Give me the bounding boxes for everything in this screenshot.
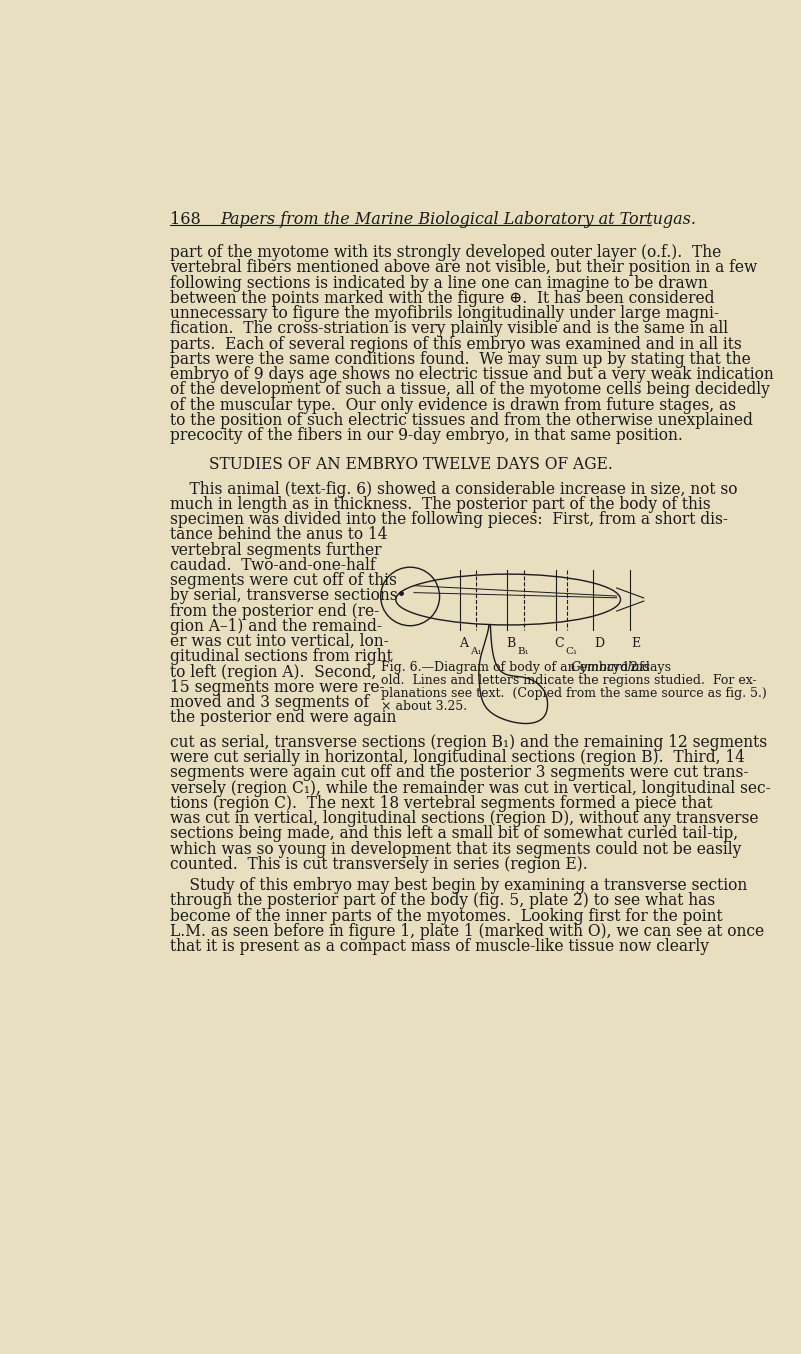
Text: old.  Lines and letters indicate the regions studied.  For ex-: old. Lines and letters indicate the regi…	[380, 674, 756, 686]
Text: versely (region C₁), while the remainder was cut in vertical, longitudinal sec-: versely (region C₁), while the remainder…	[170, 780, 771, 796]
Text: C₁: C₁	[565, 647, 577, 657]
Text: moved and 3 segments of: moved and 3 segments of	[170, 695, 369, 711]
Text: gitudinal sections from right: gitudinal sections from right	[170, 649, 392, 665]
Text: which was so young in development that its segments could not be easily: which was so young in development that i…	[170, 841, 741, 857]
Text: er was cut into vertical, lon-: er was cut into vertical, lon-	[170, 634, 388, 650]
Text: 15 segments more were re-: 15 segments more were re-	[170, 678, 384, 696]
Text: tance behind the anus to 14: tance behind the anus to 14	[170, 527, 388, 543]
Text: planations see text.  (Copied from the same source as fig. 5.): planations see text. (Copied from the sa…	[380, 686, 767, 700]
Text: that it is present as a compact mass of muscle-like tissue now clearly: that it is present as a compact mass of …	[170, 938, 709, 955]
Text: E: E	[631, 638, 641, 650]
Text: were cut serially in horizontal, longitudinal sections (region B).  Third, 14: were cut serially in horizontal, longitu…	[170, 749, 745, 766]
Text: to the position of such electric tissues and from the otherwise unexplained: to the position of such electric tissues…	[170, 412, 753, 429]
Text: caudad.  Two-and-one-half: caudad. Two-and-one-half	[170, 556, 376, 574]
Text: tions (region C).  The next 18 vertebral segments formed a piece that: tions (region C). The next 18 vertebral …	[170, 795, 713, 812]
Text: STUDIES OF AN EMBRYO TWELVE DAYS OF AGE.: STUDIES OF AN EMBRYO TWELVE DAYS OF AGE.	[208, 456, 613, 473]
Text: × about 3.25.: × about 3.25.	[380, 700, 467, 714]
Text: counted.  This is cut transversely in series (region E).: counted. This is cut transversely in ser…	[170, 856, 588, 873]
Text: part of the myotome with its strongly developed outer layer (o.f.).  The: part of the myotome with its strongly de…	[170, 244, 721, 261]
Text: embryo of 9 days age shows no electric tissue and but a very weak indication: embryo of 9 days age shows no electric t…	[170, 366, 774, 383]
Text: by serial, transverse sections: by serial, transverse sections	[170, 588, 397, 604]
Text: following sections is indicated by a line one can imagine to be drawn: following sections is indicated by a lin…	[170, 275, 707, 291]
Text: A: A	[460, 638, 469, 650]
Text: B₁: B₁	[517, 647, 529, 657]
Text: fication.  The cross-striation is very plainly visible and is the same in all: fication. The cross-striation is very pl…	[170, 321, 728, 337]
Text: Papers from the Marine Biological Laboratory at Tortugas.: Papers from the Marine Biological Labora…	[220, 211, 696, 227]
Text: of the development of such a tissue, all of the myotome cells being decidedly: of the development of such a tissue, all…	[170, 382, 770, 398]
Text: parts.  Each of several regions of this embryo was examined and in all its: parts. Each of several regions of this e…	[170, 336, 742, 352]
Text: Fig. 6.—Diagram of body of an embryo of: Fig. 6.—Diagram of body of an embryo of	[380, 661, 647, 674]
Text: cut as serial, transverse sections (region B₁) and the remaining 12 segments: cut as serial, transverse sections (regi…	[170, 734, 767, 751]
Text: the posterior end were again: the posterior end were again	[170, 709, 396, 726]
Text: D: D	[594, 638, 605, 650]
Text: C: C	[554, 638, 564, 650]
Text: 168: 168	[170, 211, 200, 227]
Text: vertebral segments further: vertebral segments further	[170, 542, 381, 559]
Text: was cut in vertical, longitudinal sections (region D), without any transverse: was cut in vertical, longitudinal sectio…	[170, 810, 759, 827]
Text: to left (region A).  Second,: to left (region A). Second,	[170, 663, 376, 681]
Text: L.M. as seen before in figure 1, plate 1 (marked with O), we can see at once: L.M. as seen before in figure 1, plate 1…	[170, 923, 764, 940]
Text: segments were cut off of this: segments were cut off of this	[170, 573, 396, 589]
Text: Gymnarchus: Gymnarchus	[570, 661, 650, 674]
Text: segments were again cut off and the posterior 3 segments were cut trans-: segments were again cut off and the post…	[170, 764, 748, 781]
Text: precocity of the fibers in our 9-day embryo, in that same position.: precocity of the fibers in our 9-day emb…	[170, 427, 682, 444]
Text: This animal (text-fig. 6) showed a considerable increase in size, not so: This animal (text-fig. 6) showed a consi…	[170, 481, 738, 498]
Text: Study of this embryo may best begin by examining a transverse section: Study of this embryo may best begin by e…	[170, 877, 747, 894]
Text: from the posterior end (re-: from the posterior end (re-	[170, 603, 379, 620]
Text: much in length as in thickness.  The posterior part of the body of this: much in length as in thickness. The post…	[170, 496, 710, 513]
Text: between the points marked with the figure ⊕.  It has been considered: between the points marked with the figur…	[170, 290, 714, 307]
Text: become of the inner parts of the myotomes.  Looking first for the point: become of the inner parts of the myotome…	[170, 907, 723, 925]
Text: sections being made, and this left a small bit of somewhat curled tail-tip,: sections being made, and this left a sma…	[170, 826, 738, 842]
Text: parts were the same conditions found.  We may sum up by stating that the: parts were the same conditions found. We…	[170, 351, 751, 368]
Text: unnecessary to figure the myofibrils longitudinally under large magni-: unnecessary to figure the myofibrils lon…	[170, 305, 718, 322]
Text: vertebral fibers mentioned above are not visible, but their position in a few: vertebral fibers mentioned above are not…	[170, 260, 757, 276]
Text: of the muscular type.  Our only evidence is drawn from future stages, as: of the muscular type. Our only evidence …	[170, 397, 736, 413]
Text: 12 days: 12 days	[618, 661, 670, 674]
Text: specimen was divided into the following pieces:  First, from a short dis-: specimen was divided into the following …	[170, 512, 728, 528]
Text: A₁: A₁	[470, 647, 481, 657]
Text: B: B	[506, 638, 515, 650]
Text: gion A–1) and the remaind-: gion A–1) and the remaind-	[170, 617, 382, 635]
Text: through the posterior part of the body (fig. 5, plate 2) to see what has: through the posterior part of the body (…	[170, 892, 715, 910]
